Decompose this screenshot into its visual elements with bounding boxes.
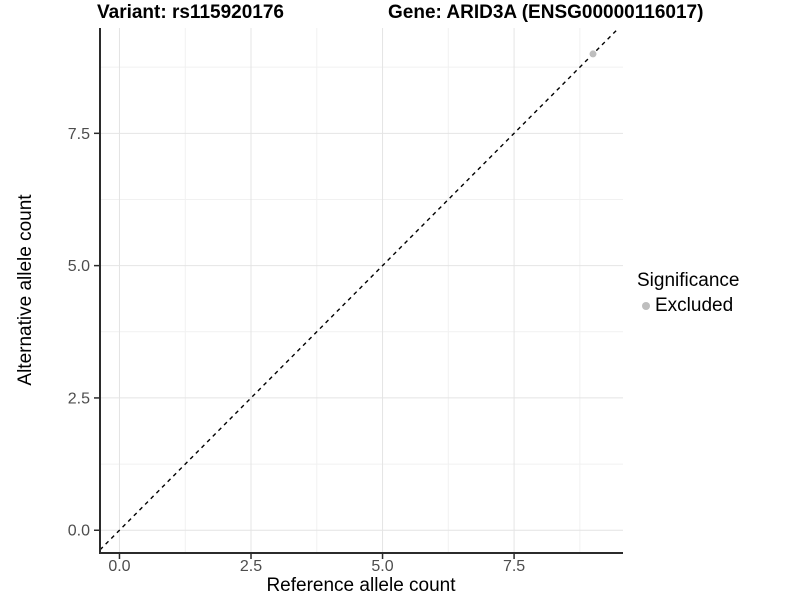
x-tick-label: 5.0: [371, 558, 393, 575]
y-tick-label: 7.5: [68, 126, 90, 143]
variant-title: Variant: rs115920176: [97, 2, 284, 23]
y-axis-title: Alternative allele count: [15, 194, 36, 386]
data-point: [589, 50, 597, 58]
y-tick-label: 0.0: [68, 523, 90, 540]
x-tick-label: 0.0: [108, 558, 130, 575]
y-tick-label: 5.0: [68, 258, 90, 275]
x-tick-label: 2.5: [240, 558, 262, 575]
legend-title: Significance: [637, 270, 740, 291]
y-tick-label: 2.5: [68, 390, 90, 407]
identity-line: [99, 27, 620, 551]
legend-item-label: Excluded: [655, 295, 734, 316]
legend-item: Excluded: [642, 295, 739, 317]
x-axis-title: Reference allele count: [266, 575, 456, 596]
legend: Significance Excluded: [637, 270, 739, 317]
x-tick-label: 7.5: [503, 558, 525, 575]
legend-point-icon: [642, 302, 650, 310]
gene-title: Gene: ARID3A (ENSG00000116017): [388, 2, 704, 23]
